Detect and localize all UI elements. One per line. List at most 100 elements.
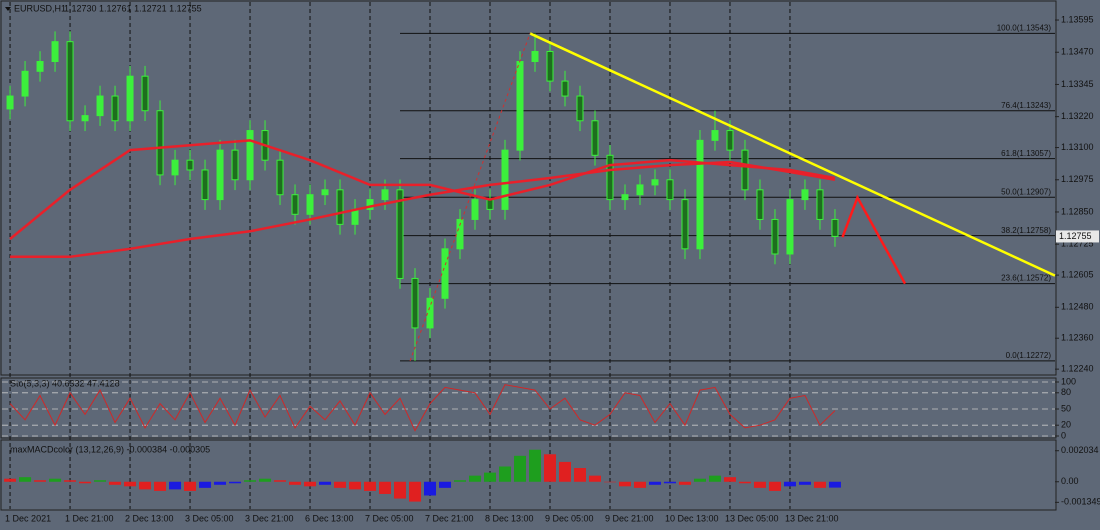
macd-bar [528,449,541,482]
y-tick-label: 50 [1061,403,1071,413]
candle-body [576,95,584,122]
candle-body [366,199,374,210]
macd-bar [663,481,676,484]
x-tick-label: 3 Dec 21:00 [245,513,294,523]
ohlc: 1.12730 1.12761 1.12721 1.12755 [64,3,202,13]
macd-bar [79,481,92,484]
candle-body [546,50,554,82]
candle-body [591,120,599,156]
macd-bar [693,478,706,482]
macd-bar [199,481,212,488]
macd-bar [499,466,512,482]
macd-bar [588,475,601,482]
stoch-panel [0,377,1057,439]
candle-body [651,179,659,186]
x-tick-label: 1 Dec 21:00 [65,513,114,523]
candle-body [111,95,119,122]
macd-bar [469,475,482,482]
candle-body [816,189,824,220]
candle-body [756,189,764,220]
x-tick-label: 9 Dec 21:00 [605,513,654,523]
candle-body [786,199,794,255]
macd-bar [424,481,437,496]
candle-body [201,169,209,201]
overlay-line [529,32,1056,277]
y-tick-label: 80 [1061,387,1071,397]
main-panel [0,0,1057,376]
candle-body [636,184,644,196]
macd-bar [139,481,152,490]
candle-body [531,50,539,63]
x-tick-label: 13 Dec 21:00 [785,513,839,523]
macd-bar [768,481,781,491]
stoch-line [9,384,836,432]
y-tick-label: 1.13220 [1061,111,1094,121]
candle-body [216,149,224,201]
fib-label: 0.0(1.12272) [1006,351,1052,360]
symbol: EURUSD,H1 [14,3,66,13]
macd-bar [439,481,452,488]
y-tick-label: 1.13100 [1061,142,1094,152]
macd-bar [723,477,736,482]
candle-body [141,75,149,112]
fib-label: 38.2(1.12758) [1001,226,1051,235]
candle-body [696,139,704,250]
fib-label: 100.0(1.13543) [997,24,1052,33]
candle-body [66,41,74,122]
candle-body [561,80,569,97]
macd-bar [798,481,811,485]
macd-bar [573,468,586,482]
macd-bar [49,478,62,482]
y-tick-label: 0.002034 [1061,445,1099,455]
candle-body [126,75,134,122]
x-tick-label: 7 Dec 21:00 [425,513,474,523]
candle-body [726,130,734,151]
candle-body [456,218,464,250]
y-tick-label: 20 [1061,420,1071,430]
candle-body [276,159,284,196]
macd-bar [19,477,32,482]
menu-arrow [5,7,11,11]
candle-body [831,218,839,237]
candle-body [396,189,404,279]
macd-bar [813,481,826,488]
candle-body [171,159,179,176]
candle-body [471,199,479,220]
macd-bar [738,481,751,484]
candle-body [336,189,344,225]
macd-bar [484,472,497,482]
candle-body [681,199,689,250]
candle-body [156,110,164,176]
x-tick-label: 6 Dec 13:00 [305,513,354,523]
candle-body [381,189,389,201]
candle-body [486,199,494,210]
candle-body [36,61,44,72]
y-tick-label: 0.00 [1061,476,1079,486]
macd-bar [648,481,661,485]
candle-body [741,149,749,191]
macd-bar [334,481,347,488]
macd-bar [364,481,377,491]
macd-bar [229,481,242,484]
candle-body [666,179,674,201]
candle-body [306,194,314,215]
y-tick-label: 1.13345 [1061,79,1094,89]
macd-bar [783,481,796,487]
macd-bar [304,481,317,487]
candle-body [516,61,524,151]
y-tick-label: 100 [1061,376,1076,386]
x-tick-label: 2 Dec 13:00 [125,513,174,523]
macd-bar [708,475,721,482]
candle-body [351,208,359,225]
stoch-title: Sto(5,3,3) 40.6332 47.4128 [10,378,120,388]
y-tick-label: 1.12975 [1061,174,1094,184]
x-tick-label: 3 Dec 05:00 [185,513,234,523]
y-tick-label: 1.13470 [1061,47,1094,57]
fib-label: 61.8(1.13057) [1001,149,1051,158]
y-tick-label: 0 [1061,430,1066,440]
macd-bar [603,481,616,483]
macd-bar [94,480,107,482]
macd-bar [514,455,527,482]
candle-body [186,159,194,171]
